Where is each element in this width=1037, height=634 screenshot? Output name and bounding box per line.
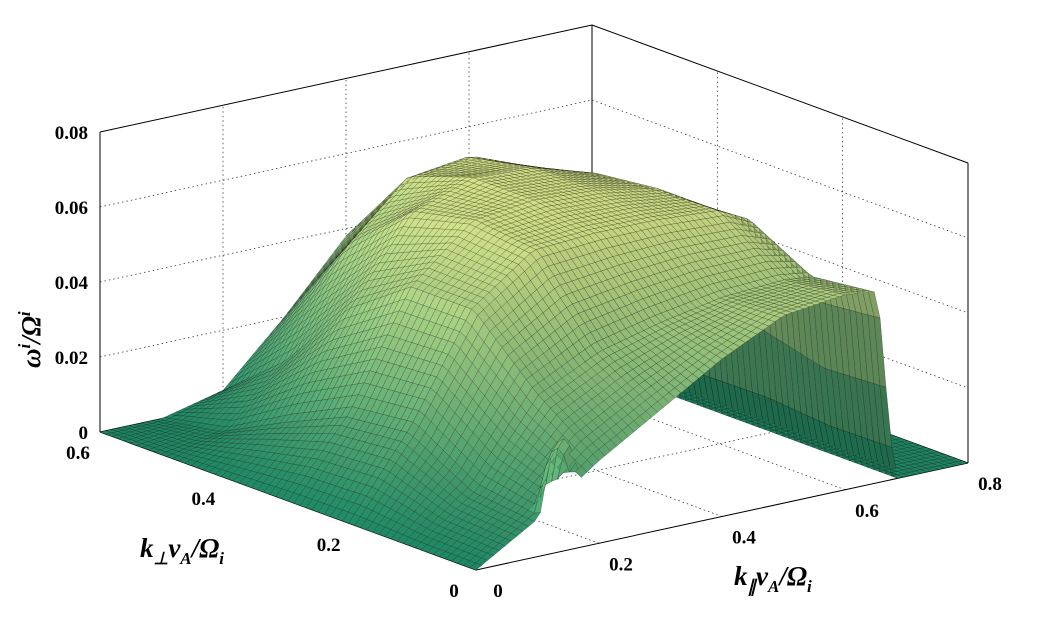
frame-edge xyxy=(591,24,969,164)
grid-line xyxy=(591,174,969,314)
grid-line xyxy=(99,99,593,208)
grid-line xyxy=(591,249,969,389)
surface-mesh xyxy=(99,156,969,571)
grid-line xyxy=(591,99,969,239)
frame-edge xyxy=(99,24,593,133)
frame-edge xyxy=(475,462,969,571)
grid-line xyxy=(350,416,843,525)
